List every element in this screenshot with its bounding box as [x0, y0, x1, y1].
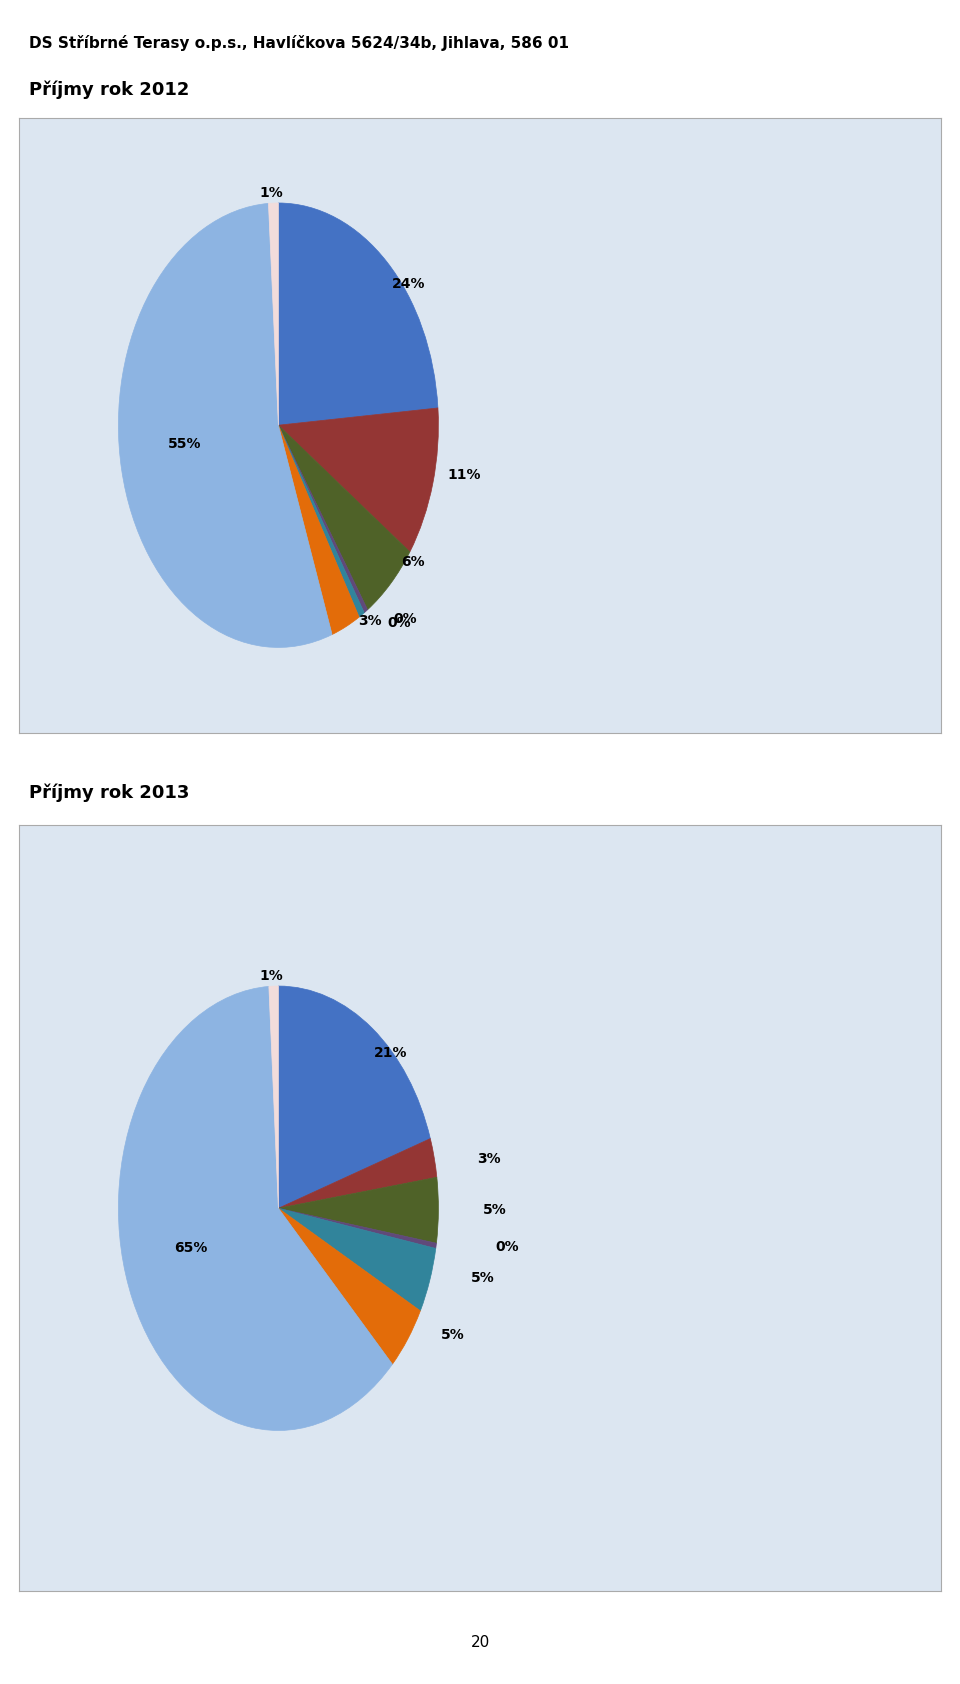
Text: 0%: 0%	[387, 616, 411, 630]
Text: 0%: 0%	[394, 613, 417, 626]
Text: 6%: 6%	[401, 556, 425, 569]
Text: 3%: 3%	[477, 1152, 500, 1165]
Text: 21%: 21%	[374, 1046, 408, 1059]
Text: DS Stříbrné Terasy o.p.s., Havlíčkova 5624/34b, Jihlava, 586 01: DS Stříbrné Terasy o.p.s., Havlíčkova 56…	[29, 35, 568, 52]
Text: 55%: 55%	[168, 438, 201, 451]
Text: 20: 20	[470, 1635, 490, 1650]
Text: 11%: 11%	[447, 468, 480, 482]
Wedge shape	[278, 424, 368, 613]
Text: 24%: 24%	[392, 278, 425, 291]
Wedge shape	[278, 424, 359, 635]
Wedge shape	[278, 424, 364, 616]
Wedge shape	[278, 204, 438, 424]
Wedge shape	[278, 1177, 439, 1243]
Wedge shape	[278, 1209, 420, 1364]
Text: 3%: 3%	[358, 615, 381, 628]
Text: 5%: 5%	[483, 1202, 506, 1218]
Wedge shape	[118, 204, 332, 647]
Text: 1%: 1%	[259, 187, 283, 200]
Wedge shape	[278, 424, 410, 610]
Wedge shape	[269, 204, 278, 424]
Wedge shape	[269, 987, 278, 1209]
Text: 5%: 5%	[470, 1271, 494, 1285]
Wedge shape	[278, 987, 430, 1209]
Text: Příjmy rok 2012: Příjmy rok 2012	[29, 81, 189, 99]
Wedge shape	[278, 1209, 436, 1310]
Text: 0%: 0%	[495, 1241, 518, 1255]
Text: 65%: 65%	[175, 1241, 207, 1255]
Wedge shape	[278, 408, 439, 552]
Text: Příjmy rok 2013: Příjmy rok 2013	[29, 783, 189, 802]
Wedge shape	[278, 1209, 437, 1248]
Wedge shape	[278, 1138, 437, 1209]
Wedge shape	[118, 987, 393, 1430]
Text: 5%: 5%	[442, 1329, 465, 1342]
Text: 1%: 1%	[259, 970, 283, 983]
